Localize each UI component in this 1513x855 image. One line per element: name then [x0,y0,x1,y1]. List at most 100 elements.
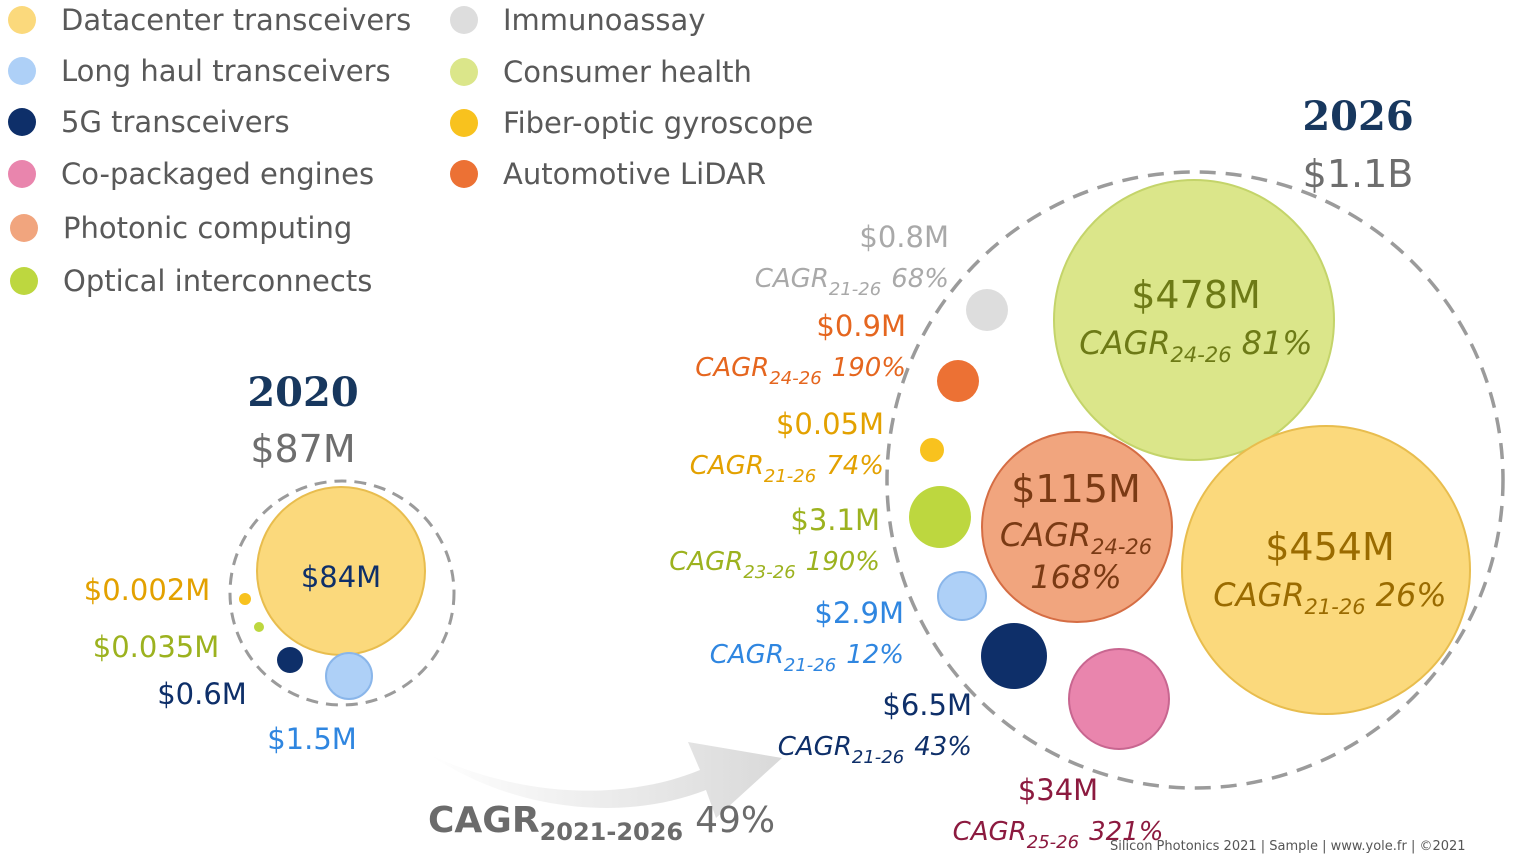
value-label: $0.6M [157,677,247,711]
bubble-circle [981,431,1173,623]
legend-label: Long haul transceivers [61,54,391,88]
cagr-label: CAGR25-26 321% [953,817,1164,853]
value-label: $454M [1265,525,1395,569]
legend-item-fiber-optic-gyroscope: Fiber-optic gyroscope [450,106,813,140]
bubble-circle [981,623,1047,689]
panel-2026: 2026 $1.1B $478M CAGR24-26 81% $454M CAGR21-… [669,93,1505,853]
bubble-long-haul-transceivers: $1.5M [267,652,373,756]
bubble-circle [325,652,373,700]
bubble-circle [937,360,979,402]
bubble-automotive-lidar: $0.9M CAGR24-26 190% [695,309,979,402]
legend-swatch [8,57,36,85]
cagr-label: CAGR21-26 12% [710,640,904,676]
bubble-circle [909,486,971,548]
value-label: $6.5M [882,688,972,722]
overall-cagr-period: 2021-2026 [540,818,684,846]
boundary-2026 [885,170,1505,790]
value-label: $115M [1011,467,1141,511]
bubble-circle [239,593,251,605]
legend-item-optical-interconnects: Optical interconnects [10,264,372,298]
legend-item-5g-transceivers: 5G transceivers [8,105,290,139]
cagr-value: 168% [1030,558,1121,596]
year-2026-label: 2026 [1302,93,1413,140]
legend-label: Immunoassay [503,3,705,37]
legend-item-photonic-computing: Photonic computing [10,211,352,245]
cagr-label: CAGR21-26 26% [1213,576,1446,619]
bubble-circle [966,289,1008,331]
legend-item-co-packaged-engines: Co-packaged engines [8,157,374,191]
boundary-2020 [228,479,456,707]
bubble-datacenter-transceivers: $84M [256,486,426,656]
legend-label: Optical interconnects [63,264,372,298]
bubble-datacenter-transceivers: $454M CAGR21-26 26% [1181,425,1471,715]
value-label: $0.035M [93,630,220,664]
bubble-optical-interconnects: $3.1M CAGR23-26 190% [669,486,971,583]
cagr-label: CAGR23-26 190% [669,547,880,583]
legend-item-automotive-lidar: Automotive LiDAR [450,157,766,191]
bubble-circle [1181,425,1471,715]
value-label: $1.5M [267,722,357,756]
legend-label: 5G transceivers [61,105,290,139]
cagr-label: CAGR24-26 81% [1079,324,1312,367]
legend-swatch [450,58,478,86]
bubble-optical-interconnects: $0.035M [93,622,264,664]
legend-label: Co-packaged engines [61,157,374,191]
legend-item-immunoassay: Immunoassay [450,3,705,37]
cagr-label: CAGR21-26 68% [755,264,949,300]
bubble-consumer-health: $478M CAGR24-26 81% [1053,179,1335,461]
legend-swatch [8,108,36,136]
cagr-label: CAGR24-26 [1000,516,1152,559]
legend-swatch [10,214,38,242]
year-2020-label: 2020 [247,369,358,416]
legend-swatch [10,267,38,295]
legend-label: Photonic computing [63,211,352,245]
overall-cagr: CAGR2021-2026 49% [428,800,775,846]
growth-arrow [430,742,782,818]
value-label: $3.1M [790,503,880,537]
value-label: $0.05M [776,407,884,441]
bubble-circle [254,622,264,632]
bubble-long-haul-transceivers: $2.9M CAGR21-26 12% [710,571,987,676]
legend-item-datacenter-transceivers: Datacenter transceivers [8,3,411,37]
legend-label: Fiber-optic gyroscope [503,106,813,140]
legend-swatch [8,160,36,188]
legend: Datacenter transceivers Long haul transce… [8,3,813,298]
bubble-5g-transceivers: $6.5M CAGR21-26 43% [778,623,1047,768]
bubble-circle [1068,648,1170,750]
legend-swatch [450,109,478,137]
bubble-fiber-optic-gyroscope: $0.05M CAGR21-26 74% [690,407,944,487]
bubble-circle [920,438,944,462]
bubble-circle [277,647,303,673]
cagr-label: CAGR21-26 74% [690,451,884,487]
value-label: $478M [1131,273,1261,317]
overall-cagr-base: CAGR [428,800,540,841]
legend-label: Consumer health [503,55,752,89]
bubble-fiber-optic-gyroscope: $0.002M [84,573,251,607]
legend-label: Datacenter transceivers [61,3,411,37]
bubble-circle [937,571,987,621]
value-label: $0.8M [859,220,949,254]
total-2020-label: $87M [250,427,355,471]
value-label: $0.9M [816,309,906,343]
legend-swatch [450,6,478,34]
cagr-label: CAGR21-26 43% [778,732,972,768]
bubble-5g-transceivers: $0.6M [157,647,303,711]
total-2026-label: $1.1B [1303,152,1414,196]
value-label: $34M [1018,773,1098,807]
legend-label: Automotive LiDAR [503,157,766,191]
panel-2020: 2020 $87M $84M $1.5M $0.6M $0.035M $0.002M [84,369,456,756]
cagr-label: CAGR24-26 190% [695,353,906,389]
value-label: $84M [301,560,381,594]
footer-source: Silicon Photonics 2021 | Sample | www.yo… [1110,839,1466,854]
legend-item-consumer-health: Consumer health [450,55,752,89]
bubble-co-packaged-engines: $34M CAGR25-26 321% [953,648,1170,853]
value-label: $0.002M [84,573,211,607]
legend-swatch [8,6,36,34]
bubble-immunoassay: $0.8M CAGR21-26 68% [755,220,1008,331]
bubble-circle [1053,179,1335,461]
legend-item-long-haul-transceivers: Long haul transceivers [8,54,391,88]
overall-cagr-value: 49% [695,800,775,841]
value-label: $2.9M [814,596,904,630]
